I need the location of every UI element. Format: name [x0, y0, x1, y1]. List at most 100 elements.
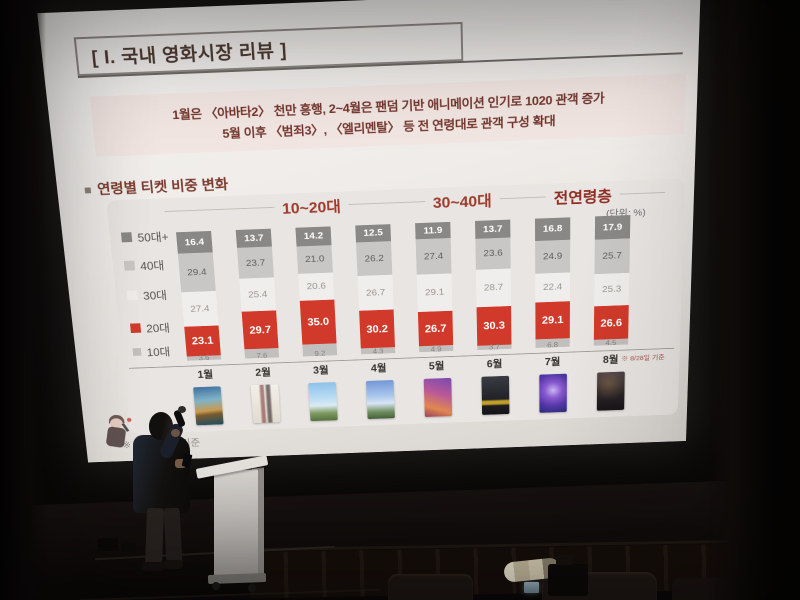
stacked-bar: 13.7 23.7 25.4 29.7 7.6 [236, 229, 279, 359]
movie-poster-2월 [250, 384, 280, 423]
segment-40대: 27.4 [416, 238, 452, 275]
bar-column-6월: 13.7 23.6 28.7 30.3 3.7 6월 [475, 220, 512, 415]
bar-column-7월: 16.8 24.9 22.4 29.1 6.8 7월 [535, 217, 570, 413]
segment-value: 25.3 [602, 285, 621, 295]
date-note: ※ 8/28일 기준 [621, 352, 665, 363]
segment-value: 26.6 [600, 317, 622, 328]
segment-50대+: 16.8 [535, 217, 570, 241]
movie-poster-6월 [481, 376, 509, 415]
bar-column-3월: 14.2 21.0 20.6 35.0 9.2 3월 [295, 226, 340, 421]
bar-column-5월: 11.9 27.4 29.1 26.7 4.9 5월 [415, 222, 455, 417]
presenter-shoe [142, 562, 164, 571]
segment-value: 7.6 [256, 352, 267, 360]
segment-40대: 24.9 [535, 240, 570, 274]
segment-value: 13.7 [483, 224, 503, 234]
segment-40대: 29.4 [178, 253, 216, 292]
segment-value: 9.2 [314, 350, 325, 358]
segment-40대: 21.0 [297, 245, 333, 274]
podium-caster [212, 582, 220, 590]
square-bullet-icon: ■ [83, 183, 92, 197]
segment-10대: 4.9 [419, 345, 453, 352]
chart-section-title: 연령별 티켓 비중 변화 [97, 177, 229, 198]
segment-value: 11.9 [423, 225, 442, 235]
segment-10대: 4.5 [594, 339, 628, 346]
stacked-bar: 14.2 21.0 20.6 35.0 9.2 [295, 226, 337, 356]
segment-value: 4.9 [431, 345, 442, 353]
legend-swatch [127, 290, 138, 300]
segment-value: 22.4 [543, 282, 562, 292]
mascot-accent-dot [127, 418, 132, 422]
group-header-30-40: 30~40대 [425, 188, 500, 213]
group-header-all-ages: 전연령층 [546, 184, 620, 209]
segment-30대: 28.7 [476, 269, 511, 307]
segment-30대: 26.7 [358, 275, 394, 311]
legend-swatch [130, 323, 141, 333]
group-header-10-20: 10~20대 [274, 194, 349, 219]
segment-50대+: 13.7 [475, 220, 510, 239]
segment-value: 14.2 [304, 231, 324, 241]
segment-value: 24.9 [543, 252, 562, 262]
segment-50대+: 16.4 [176, 231, 213, 254]
theatre-seat-back [388, 574, 473, 600]
page-title: [ I. 국내 영화시장 리뷰 ] [90, 35, 287, 69]
bar-column-2월: 13.7 23.7 25.4 29.7 7.6 2월 [236, 229, 284, 424]
segment-value: 30.2 [366, 324, 388, 335]
segment-40대: 23.6 [475, 238, 510, 270]
segment-40대: 25.7 [595, 239, 630, 274]
legend-item-20대: 20대 [130, 319, 171, 337]
legend-item-30대: 30대 [126, 286, 167, 304]
month-label-3월: 3월 [313, 363, 329, 377]
theatre-photo: [ I. 국내 영화시장 리뷰 ] 1월은 〈아바타2〉 천만 흥행, 2~4월… [0, 0, 800, 600]
presenter-shoe [163, 560, 183, 569]
segment-value: 17.9 [603, 223, 623, 233]
segment-30대: 25.4 [239, 278, 276, 312]
segment-20대: 26.7 [418, 311, 453, 346]
movie-poster-8월 [596, 372, 624, 411]
segment-value: 23.7 [246, 258, 266, 268]
segment-30대: 25.3 [594, 272, 629, 306]
month-label-6월: 6월 [487, 357, 503, 371]
segment-50대+: 17.9 [595, 215, 631, 240]
presenter-leg [145, 508, 164, 567]
mascot-body [106, 426, 126, 448]
segment-value: 25.7 [602, 251, 621, 261]
podium [214, 469, 258, 577]
segment-10대: 7.6 [244, 348, 279, 359]
segment-20대: 30.2 [359, 309, 395, 348]
presenter-hand-mic [171, 429, 180, 437]
chart-section-heading: ■ 연령별 티켓 비중 변화 [83, 174, 229, 199]
theatre-right-wall [708, 0, 800, 600]
movie-poster-3월 [308, 382, 337, 421]
month-label-7월: 7월 [545, 355, 561, 369]
segment-value: 27.4 [190, 304, 210, 314]
stacked-bar: 11.9 27.4 29.1 26.7 4.9 [415, 222, 453, 352]
movie-poster-4월 [366, 380, 395, 419]
presenter-phone [182, 453, 193, 468]
segment-value: 23.6 [483, 249, 502, 259]
segment-10대: 3.6 [187, 355, 221, 361]
segment-30대: 29.1 [417, 274, 453, 313]
stacked-bar: 17.9 25.7 25.3 26.6 4.5 [594, 215, 631, 346]
segment-30대: 27.4 [181, 291, 218, 327]
segment-50대+: 12.5 [355, 224, 391, 242]
chart-panel: 10~20대 30~40대 전연령층 (단위: %) 50대+ 40대 30대 20대… [106, 178, 685, 434]
segment-value: 35.0 [307, 317, 329, 328]
month-label-8월: 8월 ※ 8/28일 기준 [603, 352, 619, 366]
floor-equipment-box [98, 538, 118, 551]
segment-10대: 9.2 [302, 344, 337, 357]
microphone-tip [178, 406, 186, 413]
segment-40대: 23.7 [237, 247, 274, 279]
legend-label: 50대+ [137, 227, 170, 245]
segment-20대: 26.6 [594, 305, 629, 340]
segment-20대: 35.0 [300, 299, 337, 345]
segment-50대+: 13.7 [236, 229, 272, 248]
month-label-4월: 4월 [371, 361, 387, 375]
month-label-5월: 5월 [429, 359, 445, 373]
segment-20대: 29.1 [535, 301, 570, 339]
summary-callout: 1월은 〈아바타2〉 천만 흥행, 2~4월은 팬덤 기반 애니메이션 인기로 … [90, 73, 686, 156]
segment-value: 26.7 [366, 288, 385, 298]
legend-label: 20대 [145, 319, 170, 336]
stacked-bar: 12.5 26.2 26.7 30.2 4.3 [355, 224, 395, 354]
segment-value: 29.1 [542, 315, 564, 326]
segment-value: 4.3 [372, 347, 383, 355]
